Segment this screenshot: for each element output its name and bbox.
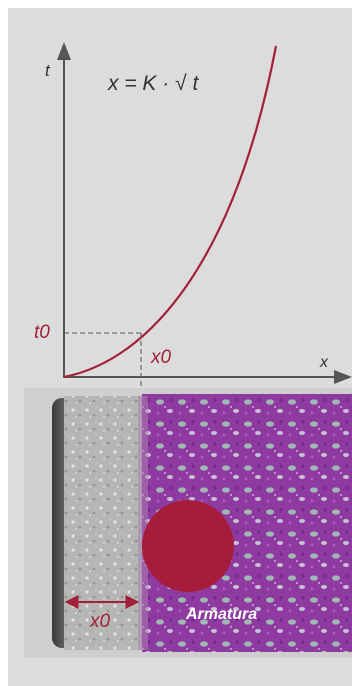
concrete-sample: x0 Armatura xyxy=(24,388,352,658)
axis-y-label: t xyxy=(45,61,51,80)
formula: x = K · √ t xyxy=(107,72,199,95)
boundary-blend xyxy=(138,396,148,650)
x0-label: x0 xyxy=(150,347,172,368)
x-axis-arrow-icon xyxy=(334,370,352,384)
graph: t x x = K · √ t t0 x0 xyxy=(34,42,352,605)
armatura-circle xyxy=(142,500,234,592)
axis-x-label: x xyxy=(319,354,329,371)
y-axis-arrow-icon xyxy=(57,42,71,60)
sqrt-curve xyxy=(63,45,278,379)
t0-label: t0 xyxy=(34,322,50,343)
x0-bottom-label: x0 xyxy=(89,611,111,632)
armatura-label: Armatura xyxy=(185,606,257,623)
